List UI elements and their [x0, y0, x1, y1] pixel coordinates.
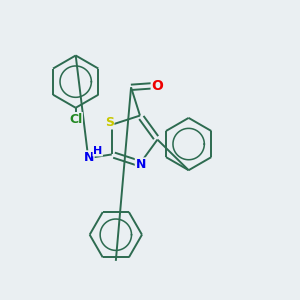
Text: H: H — [93, 146, 102, 156]
Text: S: S — [105, 116, 114, 129]
Text: N: N — [84, 151, 94, 164]
Text: O: O — [151, 79, 163, 93]
Text: Cl: Cl — [69, 112, 82, 126]
Text: N: N — [135, 158, 146, 171]
